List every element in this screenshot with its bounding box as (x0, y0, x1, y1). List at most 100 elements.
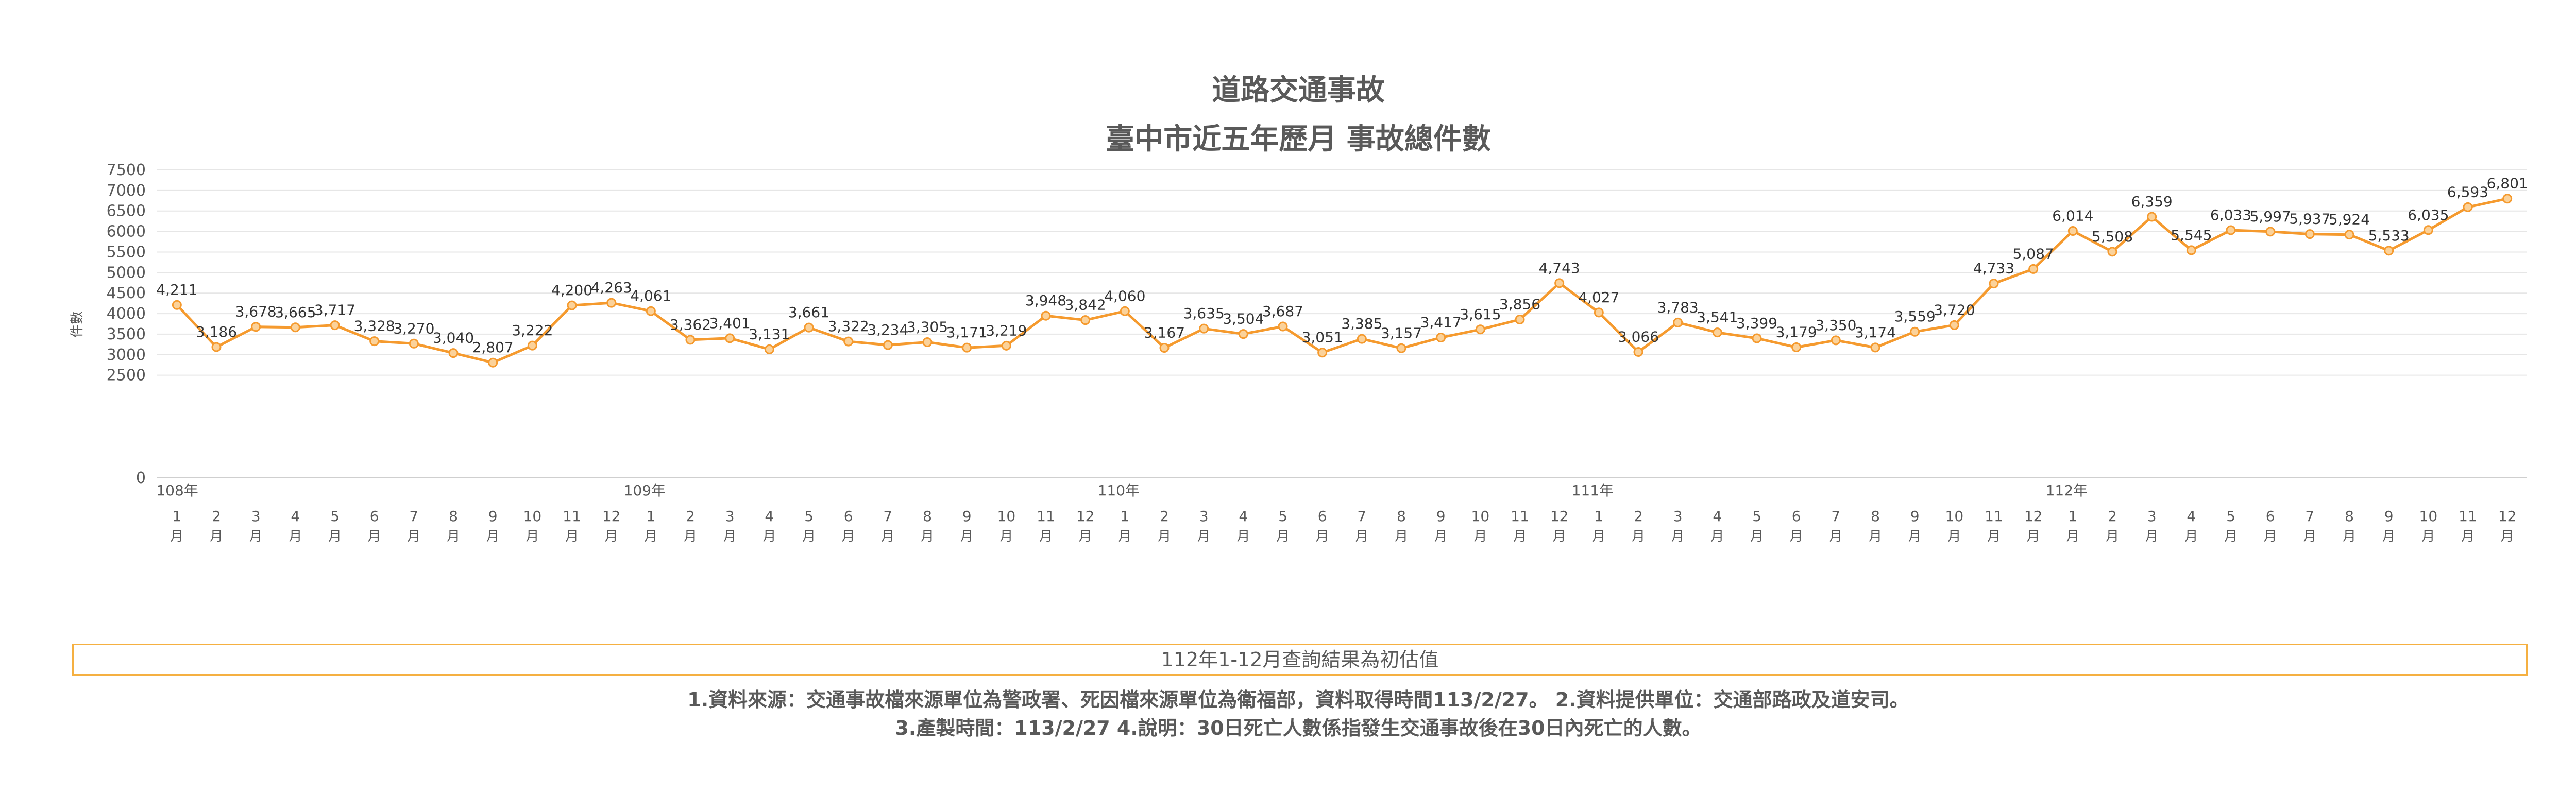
chart-subtitle: 臺中市近五年歷月 事故總件數 (1106, 123, 1491, 156)
x-tick-month: 1 (2068, 508, 2077, 525)
data-point (922, 337, 933, 347)
x-tick-month: 10 (523, 508, 542, 525)
x-tick-month: 10 (1945, 508, 1964, 525)
data-label: 3,678 (235, 303, 277, 320)
y-tick-label: 3500 (107, 325, 146, 343)
data-label: 3,399 (1736, 315, 1777, 332)
data-point (1278, 321, 1288, 332)
data-point (725, 333, 735, 343)
data-label: 3,948 (1025, 292, 1066, 309)
x-tick-month: 2 (1160, 508, 1169, 525)
data-label: 3,661 (788, 304, 829, 321)
data-label: 3,856 (1499, 296, 1540, 313)
grid-lines (157, 169, 2527, 478)
data-label: 4,027 (1578, 289, 1619, 306)
x-tick-month-suffix: 月 (723, 529, 737, 544)
data-point (1949, 320, 1959, 330)
data-point (2502, 194, 2513, 204)
data-point (883, 340, 893, 350)
y-tick-label: 5000 (107, 264, 146, 282)
x-tick-month-suffix: 月 (2145, 529, 2159, 544)
data-label: 3,322 (828, 318, 869, 335)
data-label: 3,234 (867, 321, 908, 338)
x-tick-month-suffix: 月 (249, 529, 263, 544)
y-axis: 0 2500 3000 3500 4000 4500 5000 5500 6000 6500 700… (107, 161, 146, 487)
data-point (2304, 229, 2315, 239)
x-tick-month: 11 (1511, 508, 1529, 525)
x-tick-month-suffix: 月 (644, 529, 657, 544)
data-label: 3,635 (1183, 305, 1225, 322)
x-tick-month: 11 (1037, 508, 1055, 525)
x-tick-month: 12 (1076, 508, 1095, 525)
x-tick-month: 5 (330, 508, 340, 525)
x-tick-month-suffix: 月 (1473, 529, 1487, 544)
x-tick-month-suffix: 月 (802, 529, 816, 544)
data-point (1001, 340, 1011, 351)
data-label: 3,305 (907, 318, 948, 335)
x-tick-month: 1 (1594, 508, 1603, 525)
x-tick-month: 7 (1357, 508, 1366, 525)
chart-title: 道路交通事故 (1212, 74, 1385, 107)
data-point (1989, 279, 1999, 289)
x-tick-month-suffix: 月 (762, 529, 776, 544)
data-label: 3,167 (1144, 324, 1185, 341)
data-label: 3,131 (749, 325, 790, 342)
x-tick-month: 9 (488, 508, 498, 525)
data-label: 2,807 (472, 339, 514, 356)
x-tick-month: 6 (370, 508, 379, 525)
data-label: 3,615 (1460, 306, 1501, 323)
data-label: 4,733 (1973, 260, 2014, 277)
data-point (1436, 333, 1446, 343)
data-point (646, 306, 656, 316)
x-tick-month-suffix: 月 (1434, 529, 1448, 544)
data-label: 4,263 (591, 279, 632, 296)
data-label: 3,157 (1381, 324, 1422, 341)
x-tick-month-suffix: 月 (526, 529, 539, 544)
data-point (1910, 326, 1920, 337)
x-tick-month-suffix: 月 (2106, 529, 2119, 544)
data-label: 3,687 (1262, 303, 1303, 320)
data-point (2344, 230, 2354, 240)
data-point (606, 298, 617, 308)
data-label: 3,219 (986, 322, 1027, 339)
x-tick-month: 9 (1436, 508, 1446, 525)
data-label: 3,328 (354, 318, 395, 335)
x-tick-month-suffix: 月 (486, 529, 500, 544)
data-label: 3,040 (433, 330, 474, 347)
x-tick-month-suffix: 月 (565, 529, 579, 544)
data-point (290, 322, 300, 333)
data-point (1633, 347, 1643, 357)
x-tick-month: 4 (765, 508, 774, 525)
x-tick-month: 7 (2305, 508, 2314, 525)
data-label: 6,801 (2487, 175, 2528, 192)
data-point (685, 335, 696, 345)
x-tick-month: 5 (1752, 508, 1761, 525)
x-tick-month-suffix: 月 (2421, 529, 2435, 544)
data-point (1120, 306, 1130, 316)
data-point (2265, 227, 2276, 237)
line-chart: 0 2500 3000 3500 4000 4500 5000 5500 6000 6500 700… (70, 161, 2528, 544)
data-point (488, 357, 498, 368)
x-tick-month-suffix: 月 (1513, 529, 1527, 544)
data-point (1791, 342, 1802, 353)
x-tick-month: 7 (1831, 508, 1840, 525)
x-tick-month: 11 (2459, 508, 2477, 525)
data-label: 5,533 (2368, 227, 2410, 244)
x-tick-month: 4 (2187, 508, 2196, 525)
data-point (2463, 202, 2473, 212)
x-tick-month: 6 (1318, 508, 1327, 525)
x-tick-month: 3 (2147, 508, 2157, 525)
x-axis: 1月2月3月4月5月6月7月8月9月10月11月12月1月2月3月4月5月6月7… (156, 482, 2516, 544)
y-tick-label: 6000 (107, 223, 146, 241)
data-label: 5,924 (2329, 211, 2370, 228)
data-label: 3,174 (1855, 324, 1896, 341)
x-tick-month-suffix: 月 (1592, 529, 1605, 544)
data-point (2186, 245, 2196, 255)
x-tick-month-suffix: 月 (684, 529, 697, 544)
data-point (962, 342, 972, 353)
x-tick-month: 2 (2108, 508, 2117, 525)
x-tick-month: 7 (883, 508, 892, 525)
x-tick-month-suffix: 月 (1276, 529, 1290, 544)
data-point (448, 348, 459, 358)
x-tick-month: 11 (563, 508, 581, 525)
